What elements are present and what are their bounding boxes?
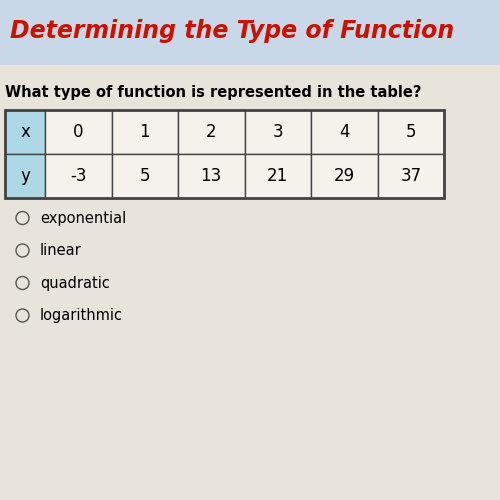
Bar [5,110,45,154]
Circle shape [16,276,29,289]
Bar [5,110,444,198]
Bar [178,110,244,154]
Text: 2: 2 [206,123,216,141]
Bar [45,110,112,154]
Circle shape [16,212,29,224]
Text: logarithmic: logarithmic [40,308,123,323]
Text: quadratic: quadratic [40,276,110,290]
Text: y: y [20,167,30,185]
Text: Determining the Type of Function: Determining the Type of Function [10,19,454,43]
Bar [244,110,311,154]
Circle shape [16,309,29,322]
Bar [244,154,311,198]
Text: What type of function is represented in the table?: What type of function is represented in … [5,85,422,100]
Text: 13: 13 [200,167,222,185]
Circle shape [16,244,29,257]
Bar [311,154,378,198]
Bar [112,154,178,198]
Text: 21: 21 [267,167,288,185]
Text: 37: 37 [400,167,421,185]
Text: 29: 29 [334,167,355,185]
Text: x: x [20,123,30,141]
Text: 1: 1 [140,123,150,141]
Bar [112,110,178,154]
Text: exponential: exponential [40,210,126,226]
Text: -3: -3 [70,167,86,185]
Bar [378,110,444,154]
Text: 3: 3 [272,123,283,141]
Text: linear: linear [40,243,82,258]
Text: 4: 4 [339,123,349,141]
Bar [311,110,378,154]
Bar [5,154,45,198]
Bar [178,154,244,198]
FancyBboxPatch shape [0,0,500,65]
Text: 5: 5 [406,123,416,141]
Text: 0: 0 [73,123,84,141]
Text: 5: 5 [140,167,150,185]
Bar [378,154,444,198]
Bar [45,154,112,198]
